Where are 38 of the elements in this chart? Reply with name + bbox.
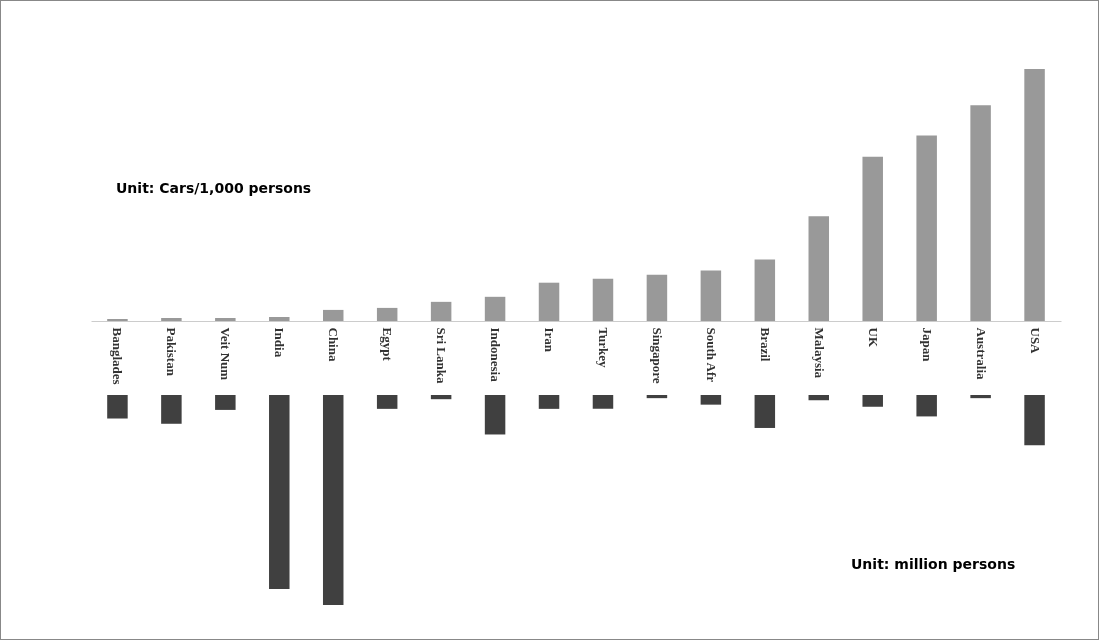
x-tick-label: UK bbox=[865, 327, 881, 348]
x-tick-label: Malaysia bbox=[811, 327, 827, 379]
bar bbox=[970, 105, 991, 321]
x-tick-label: Egypt bbox=[380, 327, 396, 362]
bar bbox=[376, 307, 398, 321]
bar bbox=[161, 317, 182, 321]
bar bbox=[430, 301, 452, 321]
x-tick-label: Japan bbox=[919, 327, 935, 363]
x-tick-label: Banglades bbox=[110, 327, 126, 385]
x-tick-label: Veit Num bbox=[218, 327, 234, 381]
bar bbox=[269, 316, 290, 321]
bar bbox=[215, 317, 236, 321]
bar bbox=[646, 274, 668, 321]
bar bbox=[592, 278, 614, 321]
annotation: Unit: million persons bbox=[851, 556, 1016, 572]
bar bbox=[1024, 69, 1045, 321]
x-tick-label: Singapore bbox=[649, 327, 665, 384]
x-tick-label: Indonesia bbox=[488, 327, 504, 383]
x-tick-label: Brazil bbox=[757, 327, 773, 362]
bar bbox=[107, 318, 128, 321]
bar bbox=[916, 135, 937, 321]
annotation: Unit: Cars/1,000 persons bbox=[116, 180, 312, 196]
bar bbox=[538, 282, 560, 321]
x-tick-label: Pakistan bbox=[164, 327, 180, 377]
x-tick-label: Australia bbox=[973, 327, 989, 380]
x-tick-label: India bbox=[272, 327, 288, 358]
x-tick-label: USA bbox=[1027, 327, 1043, 355]
x-tick-label: South Afr bbox=[703, 327, 719, 383]
bar bbox=[808, 216, 830, 321]
bar bbox=[700, 270, 722, 321]
x-tick-label: Iran bbox=[542, 327, 558, 353]
bar bbox=[484, 296, 506, 321]
x-tick-label: China bbox=[326, 327, 342, 362]
x-tick-label: Sri Lanka bbox=[434, 327, 450, 384]
bar bbox=[754, 259, 776, 321]
x-tick-label: Turkey bbox=[595, 327, 611, 368]
bar bbox=[862, 156, 883, 321]
bar bbox=[322, 309, 344, 321]
